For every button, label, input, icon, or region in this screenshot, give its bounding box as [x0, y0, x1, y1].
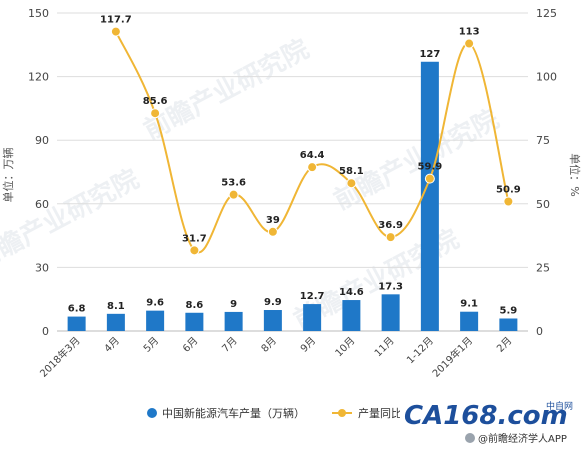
bar [263, 310, 282, 331]
x-tick-label: 8月 [259, 335, 279, 355]
line-data-label: 117.7 [100, 15, 132, 26]
right-tick-label: 125 [536, 7, 557, 20]
bar-data-label: 8.6 [186, 300, 204, 311]
line-data-label: 85.6 [143, 96, 168, 107]
x-tick-label: 11月 [372, 335, 397, 360]
left-tick-label: 120 [28, 71, 49, 84]
x-tick-label: 1-12月 [404, 335, 436, 367]
bar-data-label: 14.6 [339, 287, 364, 298]
line-point [424, 173, 435, 184]
x-tick-label: 2018年3月 [37, 334, 83, 380]
bar-data-label: 9.1 [460, 299, 478, 310]
line-series: 117.7 85.6 31.7 53.6 39 64.4 58.1 36.9 59.9 113 50… [100, 15, 521, 256]
legend: 中国新能源汽车产量（万辆） 产量同比（%） [147, 406, 434, 420]
legend-line-swatch [338, 409, 346, 417]
x-tick-label: 4月 [102, 335, 122, 355]
watermark-text-2: 前瞻产业研究院 [329, 103, 504, 216]
line-point [385, 232, 396, 243]
right-tick-label: 0 [536, 325, 543, 338]
line-point [228, 189, 239, 200]
left-tick-label: 90 [35, 134, 49, 147]
x-tick-label: 5月 [141, 335, 161, 355]
line-data-label: 50.9 [496, 185, 521, 196]
line-point [307, 162, 318, 173]
right-tick-label: 100 [536, 71, 557, 84]
line-point [150, 108, 161, 119]
line-point [267, 226, 278, 237]
line-data-label: 58.1 [339, 166, 364, 177]
bar-data-label: 127 [419, 49, 440, 60]
bar [224, 311, 243, 331]
bar [106, 313, 125, 331]
bar [499, 318, 518, 331]
line-point [110, 26, 121, 37]
left-axis-label: 单位：万辆 [1, 148, 15, 203]
watermark-text-1: 前瞻产业研究院 [139, 33, 314, 146]
bar-data-label: 8.1 [107, 301, 125, 312]
right-axis: 0 25 50 75 100 125 [536, 7, 557, 338]
bar-data-label: 9.6 [146, 298, 164, 309]
logo-backdrop [400, 400, 585, 426]
x-tick-label: 10月 [333, 335, 358, 360]
left-tick-label: 150 [28, 7, 49, 20]
wechat-icon [465, 433, 475, 443]
bar [381, 294, 400, 331]
line-point [464, 38, 475, 49]
bar [342, 300, 361, 331]
logo-text: CA168.com [404, 401, 568, 431]
line-data-label: 36.9 [378, 220, 403, 231]
bar [460, 311, 479, 331]
left-axis: 0 30 60 90 120 150 [28, 7, 49, 338]
grid [57, 12, 528, 332]
bar-data-label: 12.7 [300, 291, 325, 302]
bar [185, 312, 204, 331]
line-data-label: 59.9 [418, 162, 443, 173]
bar-data-label: 5.9 [500, 305, 518, 316]
line-data-label: 53.6 [221, 178, 246, 189]
right-axis-label: 单位：% [568, 153, 582, 196]
x-tick-label: 9月 [298, 335, 318, 355]
bar-data-label: 9 [230, 299, 237, 310]
left-tick-label: 30 [35, 261, 49, 274]
right-tick-label: 75 [536, 134, 550, 147]
x-tick-label: 2019年1月 [429, 334, 475, 380]
wechat-text: @前瞻经济学人APP [478, 432, 567, 445]
watermark-text-4: 前瞻产业研究院 [0, 163, 144, 276]
line-point [189, 245, 200, 256]
x-tick-label: 2月 [494, 335, 514, 355]
line-data-label: 31.7 [182, 233, 207, 244]
bar [420, 61, 439, 331]
bar-data-label: 9.9 [264, 297, 282, 308]
line-point [346, 178, 357, 189]
logo-subtext: 中自网 [546, 400, 573, 412]
bar-data-label: 6.8 [68, 304, 86, 315]
line-data-label: 113 [459, 27, 480, 38]
legend-bar-label: 中国新能源汽车产量（万辆） [162, 406, 305, 420]
bar [67, 316, 86, 331]
line-data-label: 64.4 [300, 150, 325, 161]
bar [146, 310, 165, 331]
legend-bar-swatch [147, 408, 157, 418]
branding: CA168.com 中自网 @前瞻经济学人APP [400, 400, 585, 445]
left-tick-label: 60 [35, 198, 49, 211]
bar-data-label: 17.3 [378, 281, 403, 292]
x-tick-label: 6月 [180, 335, 200, 355]
right-tick-label: 25 [536, 261, 550, 274]
right-tick-label: 50 [536, 198, 550, 211]
line-data-label: 39 [266, 215, 280, 226]
left-tick-label: 0 [42, 325, 49, 338]
bar [303, 304, 322, 331]
bar-series: 6.8 8.1 9.6 8.6 9 9.9 12.7 14.6 17.3 127 9.1 5.9 [67, 49, 518, 331]
x-tick-label: 7月 [220, 335, 240, 355]
line-point [503, 196, 514, 207]
